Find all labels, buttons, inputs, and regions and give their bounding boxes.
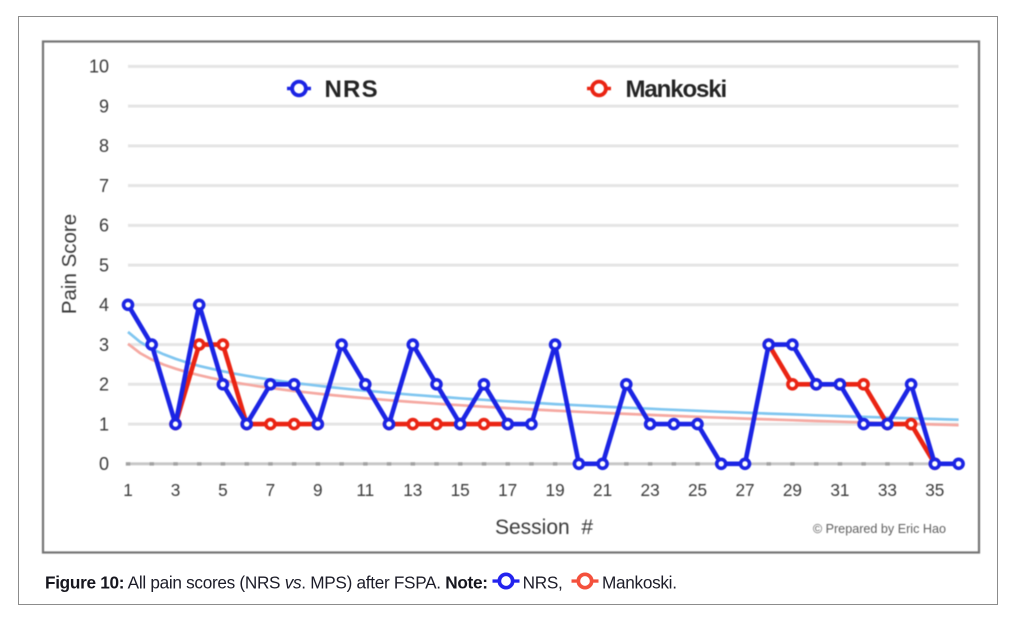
svg-text:© Prepared by Eric Hao: © Prepared by Eric Hao	[813, 522, 946, 536]
svg-text:0: 0	[99, 454, 109, 474]
svg-text:25: 25	[688, 480, 707, 500]
svg-text:13: 13	[403, 480, 422, 500]
svg-text:15: 15	[451, 480, 470, 500]
svg-text:33: 33	[878, 480, 897, 500]
svg-text:29: 29	[783, 480, 802, 500]
svg-text:11: 11	[356, 480, 374, 500]
svg-text:NRS: NRS	[325, 76, 379, 103]
svg-text:19: 19	[546, 480, 565, 500]
svg-text:Pain Score: Pain Score	[58, 214, 81, 314]
svg-text:1: 1	[99, 414, 109, 434]
svg-text:9: 9	[99, 96, 109, 116]
svg-text:3: 3	[171, 480, 181, 500]
svg-text:7: 7	[266, 480, 276, 500]
svg-text:31: 31	[830, 480, 849, 500]
svg-text:5: 5	[99, 255, 109, 275]
svg-text:17: 17	[498, 480, 517, 500]
svg-text:4: 4	[99, 295, 109, 315]
svg-text:Session #: Session #	[495, 516, 593, 539]
svg-text:35: 35	[925, 480, 944, 500]
svg-text:7: 7	[99, 176, 109, 196]
svg-text:10: 10	[89, 57, 109, 77]
svg-text:2: 2	[99, 375, 109, 395]
svg-text:21: 21	[593, 480, 612, 500]
svg-text:9: 9	[313, 480, 323, 500]
svg-text:23: 23	[641, 480, 660, 500]
svg-text:1: 1	[123, 480, 133, 500]
svg-text:5: 5	[218, 480, 228, 500]
svg-text:3: 3	[99, 335, 109, 355]
svg-text:Mankoski: Mankoski	[626, 76, 727, 103]
svg-text:8: 8	[99, 136, 109, 156]
svg-text:27: 27	[735, 480, 754, 500]
svg-text:6: 6	[99, 216, 109, 236]
